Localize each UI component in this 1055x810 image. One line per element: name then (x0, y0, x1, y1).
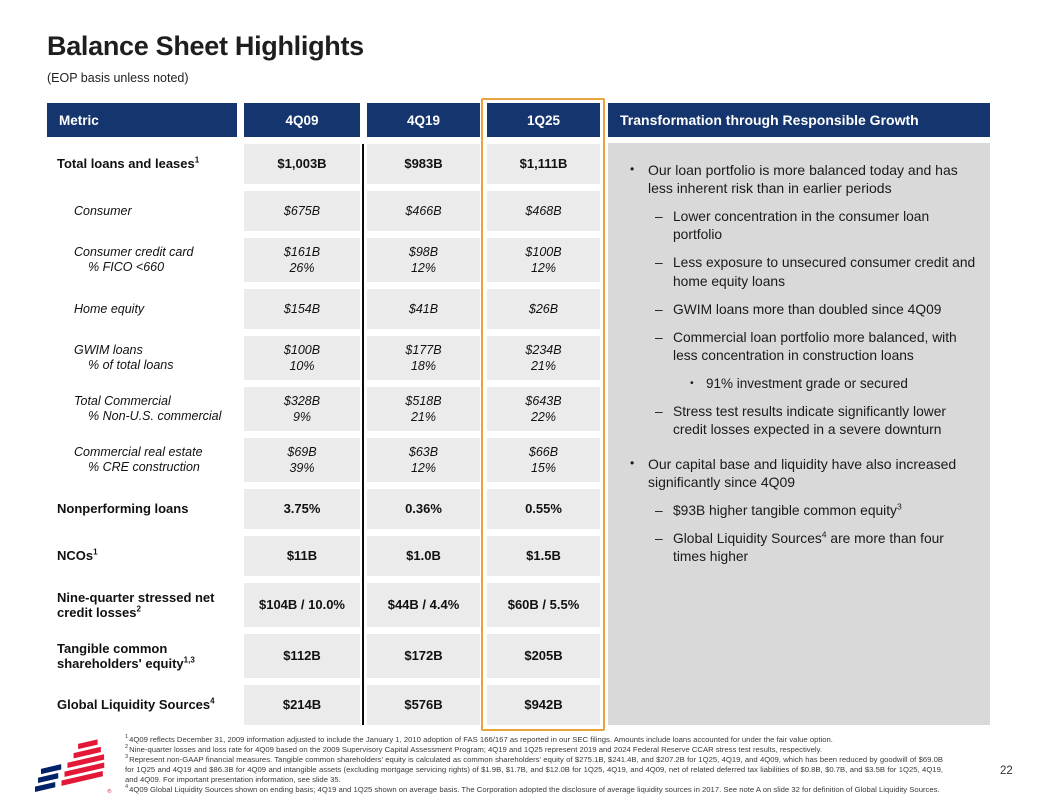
value-cell: 3.75% (244, 489, 360, 529)
metric-cell: Home equity (74, 301, 145, 316)
dash-marker: – (655, 255, 663, 271)
value-cell: 0.55% (487, 489, 600, 529)
value-cell: $1.5B (487, 536, 600, 576)
bullet-item: • Our capital base and liquidity have als… (630, 455, 957, 491)
panel-body: • Our loan portfolio is more balanced tod… (608, 143, 990, 725)
metric-table: Metric 4Q09 4Q19 1Q25 Total loans and le… (47, 98, 605, 731)
value-cell: $154B (244, 289, 360, 329)
insights-panel: Transformation through Responsible Growt… (608, 103, 990, 725)
value-cell: $112B (244, 634, 360, 678)
metric-cell: Consumer (74, 203, 132, 218)
dash-marker: – (655, 329, 663, 345)
value-cell: $60B / 5.5% (487, 583, 600, 627)
bullet-item: – GWIM loans more than doubled since 4Q09 (655, 301, 980, 319)
metric-cell: NCOs1 (57, 548, 98, 564)
value-cell: $205B (487, 634, 600, 678)
metric-cell: GWIM loans% of total loans (74, 343, 174, 372)
dash-marker: – (655, 530, 663, 546)
footnote: 14Q09 reflects December 31, 2009 informa… (125, 734, 833, 744)
value-cell: $41B (367, 289, 480, 329)
bank-of-america-logo: ® (33, 739, 113, 800)
table-header-1q25: 1Q25 (487, 103, 600, 137)
column-divider-line (362, 144, 364, 725)
panel-header: Transformation through Responsible Growt… (608, 103, 990, 137)
value-cell: $66B 15% (487, 438, 600, 482)
metric-cell: Global Liquidity Sources4 (57, 697, 215, 713)
value-cell: $1,003B (244, 144, 360, 184)
footnote: 3Represent non-GAAP financial measures. … (125, 754, 943, 784)
value-cell: $942B (487, 685, 600, 725)
value-cell: $328B 9% (244, 387, 360, 431)
bullet-marker: • (630, 455, 635, 470)
metric-cell: Commercial real estate% CRE construction (74, 445, 203, 474)
metric-cell: Consumer credit card% FICO <660 (74, 245, 194, 274)
metric-cell: Nonperforming loans (57, 501, 189, 517)
metric-cell: Tangible common shareholders' equity1,3 (57, 640, 195, 671)
bullet-marker: • (630, 162, 635, 176)
bullet-item: – Lower concentration in the consumer loa… (655, 208, 980, 244)
table-header-metric: Metric (47, 103, 237, 137)
value-cell: $161B 26% (244, 238, 360, 282)
bullet-item: – Less exposure to unsecured consumer cre… (655, 254, 980, 290)
value-cell: $100B 10% (244, 336, 360, 380)
value-cell: $1,111B (487, 144, 600, 184)
value-cell: $100B 12% (487, 238, 600, 282)
metric-cell: Total loans and leases1 (57, 156, 200, 172)
metric-cell: Nine-quarter stressed net credit losses2 (57, 589, 215, 620)
page-subtitle: (EOP basis unless noted) (47, 71, 189, 85)
dash-marker: – (655, 502, 663, 518)
dash-marker: – (655, 404, 663, 420)
value-cell: $643B 22% (487, 387, 600, 431)
table-header-4q19: 4Q19 (367, 103, 480, 137)
value-cell: $69B 39% (244, 438, 360, 482)
bullet-item: – Commercial loan portfolio more balanced… (655, 329, 980, 365)
footnotes: 14Q09 reflects December 31, 2009 informa… (125, 735, 943, 795)
dash-marker: – (655, 208, 663, 224)
bullet-item: • 91% investment grade or secured (690, 376, 908, 392)
value-cell: 0.36% (367, 489, 480, 529)
value-cell: $214B (244, 685, 360, 725)
table-header-4q09: 4Q09 (244, 103, 360, 137)
value-cell: $26B (487, 289, 600, 329)
dash-marker: – (655, 301, 663, 317)
bullet-item: • Our loan portfolio is more balanced tod… (630, 162, 958, 197)
registered-mark: ® (107, 788, 112, 795)
value-cell: $1.0B (367, 536, 480, 576)
value-cell: $466B (367, 191, 480, 231)
value-cell: $63B 12% (367, 438, 480, 482)
metric-cell: Total Commercial% Non-U.S. commercial (74, 394, 222, 423)
bullet-item: – Stress test results indicate significan… (655, 403, 980, 439)
value-cell: $98B 12% (367, 238, 480, 282)
value-cell: $234B 21% (487, 336, 600, 380)
page-number: 22 (1000, 765, 1013, 777)
value-cell: $104B / 10.0% (244, 583, 360, 627)
footnote: 44Q09 Global Liquidity Sources shown on … (125, 784, 940, 794)
value-cell: $172B (367, 634, 480, 678)
page-title: Balance Sheet Highlights (47, 31, 364, 61)
bullet-marker: • (690, 377, 694, 390)
value-cell: $468B (487, 191, 600, 231)
footnote: 2Nine-quarter losses and loss rate for 4… (125, 744, 823, 754)
value-cell: $11B (244, 536, 360, 576)
value-cell: $983B (367, 144, 480, 184)
value-cell: $44B / 4.4% (367, 583, 480, 627)
bullet-item: – $93B higher tangible common equity3 (655, 502, 980, 520)
value-cell: $675B (244, 191, 360, 231)
value-cell: $576B (367, 685, 480, 725)
bullet-item: – Global Liquidity Sources4 are more than… (655, 530, 980, 566)
value-cell: $177B 18% (367, 336, 480, 380)
value-cell: $518B 21% (367, 387, 480, 431)
